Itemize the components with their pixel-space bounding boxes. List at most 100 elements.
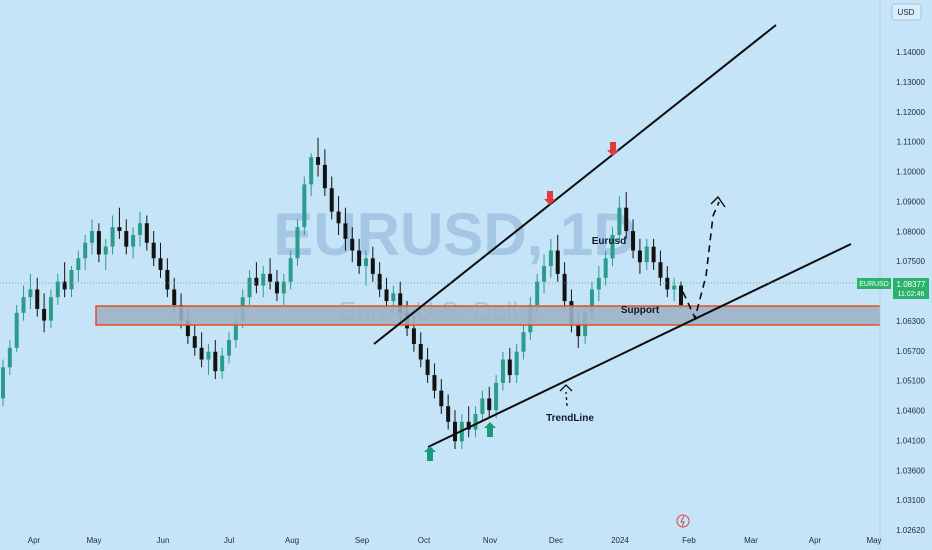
candle-body — [131, 234, 136, 247]
candle-body — [288, 258, 293, 282]
projection-arrowhead — [710, 195, 726, 208]
candle-body — [309, 157, 314, 185]
x-tick-label: Oct — [418, 536, 431, 545]
currency-button[interactable] — [891, 3, 922, 21]
candle-body — [507, 359, 512, 376]
candle-body — [233, 320, 238, 341]
y-tick-label: 1.10000 — [896, 168, 925, 177]
candle-body — [500, 359, 505, 383]
x-tick-label: Sep — [355, 536, 370, 545]
candle-body — [110, 227, 115, 247]
candle-body — [548, 250, 553, 267]
down-arrow-icon — [607, 142, 619, 156]
candle-body — [589, 289, 594, 313]
candle-body — [658, 262, 663, 278]
candle-body — [117, 227, 122, 232]
y-tick-label: 1.13000 — [896, 78, 925, 87]
x-tick-label: Feb — [682, 536, 696, 545]
candle-body — [172, 289, 177, 306]
upper-trendline — [373, 24, 777, 345]
projection-path — [682, 201, 720, 321]
x-tick-label: 2024 — [611, 536, 629, 545]
candle-body — [610, 234, 615, 259]
candle-body — [377, 273, 382, 290]
candle-body — [227, 340, 231, 356]
candle-body — [672, 285, 677, 290]
candle-body — [343, 223, 348, 239]
candle-body — [453, 421, 457, 442]
candle-body — [21, 297, 26, 313]
y-tick-label: 1.09000 — [896, 197, 925, 206]
candle-body — [90, 231, 95, 243]
trendline-pointer-head — [559, 384, 573, 392]
candle-body — [124, 231, 129, 247]
candle-body — [42, 308, 47, 321]
candle-body — [1, 367, 5, 399]
x-tick-label: Jun — [157, 536, 170, 545]
candle-body — [480, 398, 485, 415]
eurusd-note: Eurusd — [592, 236, 626, 247]
candle-body — [603, 258, 608, 278]
candle-body — [274, 281, 279, 294]
candle-body — [637, 250, 642, 263]
last-price-value: 1.08377 — [897, 280, 926, 289]
trendline-pointer — [565, 391, 568, 407]
candle-body — [192, 336, 197, 348]
candle-body — [555, 250, 560, 274]
up-arrow-icon — [424, 446, 436, 461]
watermark-title: EURUSD, 1D — [273, 201, 636, 268]
y-tick-label: 1.14000 — [896, 48, 925, 57]
candle-body — [466, 421, 471, 430]
currency-label: USD — [898, 8, 915, 17]
y-tick-label: 1.11000 — [897, 138, 926, 147]
candle-body — [363, 258, 368, 267]
up-arrow-icon — [484, 422, 496, 437]
x-tick-labels: Apr May Jun Jul Aug Sep Oct Nov Dec 2024 Feb Mar Apr… — [28, 536, 882, 545]
candle-body — [35, 289, 40, 309]
x-tick-label: Dec — [549, 536, 563, 545]
down-arrow-icon — [544, 191, 556, 205]
candle-body — [302, 184, 307, 228]
y-tick-label: 1.12000 — [896, 108, 925, 117]
candle-body — [336, 211, 341, 224]
x-tick-label: Mar — [744, 536, 758, 545]
candle-body — [83, 242, 88, 259]
y-tick-label: 1.03100 — [896, 496, 925, 505]
candle-body — [165, 269, 170, 290]
price-tag — [893, 278, 929, 299]
symbol-tag — [857, 278, 891, 289]
y-tick-label: 1.05700 — [896, 347, 925, 356]
candle-body — [494, 382, 499, 411]
candle-body — [247, 277, 252, 298]
y-tick-label: 1.05100 — [896, 377, 925, 386]
candle-body — [213, 351, 218, 372]
candle-body — [254, 277, 259, 286]
candle-body — [144, 223, 149, 243]
x-tick-label: Aug — [285, 536, 299, 545]
candle-body — [576, 324, 581, 337]
candle-body — [185, 320, 190, 337]
support-label: Support — [621, 305, 660, 316]
candle-body — [322, 164, 327, 189]
price-axis — [880, 0, 932, 550]
candle-body — [439, 390, 444, 407]
y-tick-label: 1.03600 — [896, 466, 925, 475]
candle-body — [281, 281, 286, 294]
flash-icon[interactable] — [676, 514, 690, 528]
candle-body — [562, 273, 567, 302]
candle-body — [617, 207, 622, 235]
candle-body — [651, 246, 656, 263]
candle-body — [487, 398, 492, 411]
candle-body — [268, 273, 273, 282]
x-tick-label: May — [866, 536, 881, 545]
candle-body — [425, 359, 430, 376]
candle-body — [665, 277, 670, 290]
candle-body — [151, 242, 156, 259]
candle-body — [199, 347, 204, 360]
candle-body — [596, 277, 601, 290]
candle-body — [514, 351, 519, 376]
candle-body — [206, 351, 211, 360]
candle-body — [103, 246, 108, 255]
candle-body — [261, 273, 266, 286]
